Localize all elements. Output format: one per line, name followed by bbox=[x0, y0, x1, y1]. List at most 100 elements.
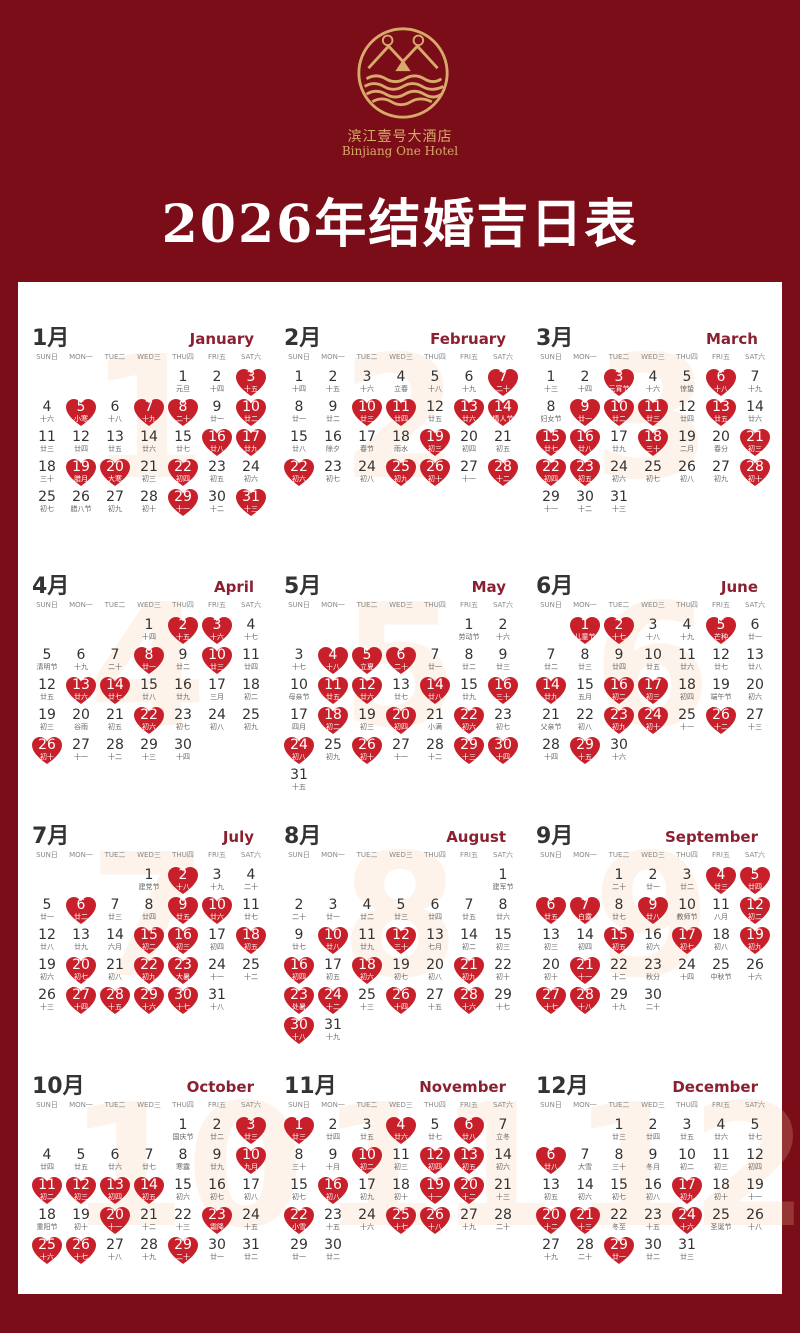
day-cell[interactable]: 1 劳动节 bbox=[452, 616, 486, 646]
lucky-day-cell[interactable]: 15 廿七 bbox=[534, 428, 568, 458]
lucky-day-cell[interactable]: 30 十八 bbox=[282, 1016, 316, 1046]
day-cell[interactable]: 31 十八 bbox=[200, 986, 234, 1016]
lucky-day-cell[interactable]: 28 十二 bbox=[486, 458, 520, 488]
day-cell[interactable]: 2 廿四 bbox=[636, 1116, 670, 1146]
lucky-day-cell[interactable]: 11 廿四 bbox=[384, 398, 418, 428]
day-cell[interactable]: 12 廿八 bbox=[30, 926, 64, 956]
day-cell[interactable]: 2 十四 bbox=[200, 368, 234, 398]
day-cell[interactable]: 30 十二 bbox=[200, 488, 234, 518]
day-cell[interactable]: 17 春节 bbox=[350, 428, 384, 458]
day-cell[interactable]: 26 十三 bbox=[30, 986, 64, 1016]
lucky-day-cell[interactable]: 6 廿五 bbox=[534, 896, 568, 926]
lucky-day-cell[interactable]: 5 立夏 bbox=[350, 646, 384, 676]
day-cell[interactable]: 15 初七 bbox=[282, 1176, 316, 1206]
day-cell[interactable]: 11 廿九 bbox=[350, 926, 384, 956]
day-cell[interactable]: 14 初六 bbox=[486, 1146, 520, 1176]
lucky-day-cell[interactable]: 27 十四 bbox=[64, 986, 98, 1016]
lucky-day-cell[interactable]: 6 廿八 bbox=[534, 1146, 568, 1176]
day-cell[interactable]: 19 初三 bbox=[350, 706, 384, 736]
day-cell[interactable]: 21 十二 bbox=[132, 1206, 166, 1236]
day-cell[interactable]: 27 十五 bbox=[418, 986, 452, 1016]
lucky-day-cell[interactable]: 4 廿六 bbox=[384, 1116, 418, 1146]
day-cell[interactable]: 21 初八 bbox=[98, 956, 132, 986]
lucky-day-cell[interactable]: 29 二十 bbox=[166, 1236, 200, 1266]
lucky-day-cell[interactable]: 12 三十 bbox=[384, 926, 418, 956]
day-cell[interactable]: 27 十一 bbox=[384, 736, 418, 766]
day-cell[interactable]: 27 十一 bbox=[64, 736, 98, 766]
lucky-day-cell[interactable]: 23 大暑 bbox=[166, 956, 200, 986]
lucky-day-cell[interactable]: 9 廿一 bbox=[568, 398, 602, 428]
lucky-day-cell[interactable]: 1 儿童节 bbox=[568, 616, 602, 646]
day-cell[interactable]: 1 国庆节 bbox=[166, 1116, 200, 1146]
day-cell[interactable]: 23 十五 bbox=[636, 1206, 670, 1236]
day-cell[interactable]: 4 二十 bbox=[234, 866, 268, 896]
lucky-day-cell[interactable]: 5 芒种 bbox=[704, 616, 738, 646]
day-cell[interactable]: 8 寒露 bbox=[166, 1146, 200, 1176]
day-cell[interactable]: 21 父亲节 bbox=[534, 706, 568, 736]
day-cell[interactable]: 16 初七 bbox=[200, 1176, 234, 1206]
day-cell[interactable]: 10 教师节 bbox=[670, 896, 704, 926]
lucky-day-cell[interactable]: 20 初七 bbox=[64, 956, 98, 986]
lucky-day-cell[interactable]: 11 初二 bbox=[30, 1176, 64, 1206]
lucky-day-cell[interactable]: 20 十二 bbox=[534, 1206, 568, 1236]
lucky-day-cell[interactable]: 2 十八 bbox=[166, 866, 200, 896]
lucky-day-cell[interactable]: 24 十二 bbox=[316, 986, 350, 1016]
lucky-day-cell[interactable]: 14 廿八 bbox=[418, 676, 452, 706]
lucky-day-cell[interactable]: 26 十二 bbox=[704, 706, 738, 736]
day-cell[interactable]: 3 廿一 bbox=[316, 896, 350, 926]
lucky-day-cell[interactable]: 16 廿八 bbox=[200, 428, 234, 458]
lucky-day-cell[interactable]: 13 廿五 bbox=[704, 398, 738, 428]
day-cell[interactable]: 21 小满 bbox=[418, 706, 452, 736]
day-cell[interactable]: 27 十九 bbox=[534, 1236, 568, 1266]
day-cell[interactable]: 12 廿四 bbox=[670, 398, 704, 428]
lucky-day-cell[interactable]: 25 初九 bbox=[384, 458, 418, 488]
lucky-day-cell[interactable]: 10 廿六 bbox=[200, 896, 234, 926]
day-cell[interactable]: 15 廿八 bbox=[132, 676, 166, 706]
day-cell[interactable]: 24 十四 bbox=[670, 956, 704, 986]
day-cell[interactable]: 20 初十 bbox=[534, 956, 568, 986]
day-cell[interactable]: 14 廿六 bbox=[132, 428, 166, 458]
lucky-day-cell[interactable]: 21 十三 bbox=[568, 1206, 602, 1236]
lucky-day-cell[interactable]: 13 初五 bbox=[452, 1146, 486, 1176]
day-cell[interactable]: 16 廿九 bbox=[166, 676, 200, 706]
day-cell[interactable]: 4 十六 bbox=[30, 398, 64, 428]
day-cell[interactable]: 20 初四 bbox=[452, 428, 486, 458]
lucky-day-cell[interactable]: 22 初四 bbox=[534, 458, 568, 488]
day-cell[interactable]: 17 初八 bbox=[234, 1176, 268, 1206]
day-cell[interactable]: 15 初三 bbox=[486, 926, 520, 956]
day-cell[interactable]: 2 廿一 bbox=[636, 866, 670, 896]
lucky-day-cell[interactable]: 13 廿六 bbox=[64, 676, 98, 706]
day-cell[interactable]: 5 惊蛰 bbox=[670, 368, 704, 398]
lucky-day-cell[interactable]: 22 初四 bbox=[166, 458, 200, 488]
lucky-day-cell[interactable]: 15 初五 bbox=[602, 926, 636, 956]
lucky-day-cell[interactable]: 19 腊月 bbox=[64, 458, 98, 488]
lucky-day-cell[interactable]: 18 初五 bbox=[234, 926, 268, 956]
day-cell[interactable]: 28 二十 bbox=[568, 1236, 602, 1266]
day-cell[interactable]: 26 初八 bbox=[670, 458, 704, 488]
lucky-day-cell[interactable]: 20 初四 bbox=[384, 706, 418, 736]
lucky-day-cell[interactable]: 17 初七 bbox=[670, 926, 704, 956]
day-cell[interactable]: 30 廿一 bbox=[200, 1236, 234, 1266]
day-cell[interactable]: 7 二十 bbox=[98, 646, 132, 676]
lucky-day-cell[interactable]: 6 十八 bbox=[704, 368, 738, 398]
lucky-day-cell[interactable]: 22 初六 bbox=[282, 458, 316, 488]
day-cell[interactable]: 11 廿四 bbox=[234, 646, 268, 676]
day-cell[interactable]: 5 清明节 bbox=[30, 646, 64, 676]
day-cell[interactable]: 3 十六 bbox=[350, 368, 384, 398]
lucky-day-cell[interactable]: 22 初六 bbox=[132, 706, 166, 736]
day-cell[interactable]: 23 初七 bbox=[166, 706, 200, 736]
lucky-day-cell[interactable]: 28 十五 bbox=[98, 986, 132, 1016]
day-cell[interactable]: 24 十六 bbox=[350, 1206, 384, 1236]
lucky-day-cell[interactable]: 28 初十 bbox=[738, 458, 772, 488]
day-cell[interactable]: 5 廿七 bbox=[738, 1116, 772, 1146]
day-cell[interactable]: 2 十四 bbox=[568, 368, 602, 398]
lucky-day-cell[interactable]: 28 十八 bbox=[568, 986, 602, 1016]
day-cell[interactable]: 25 初七 bbox=[636, 458, 670, 488]
day-cell[interactable]: 28 十九 bbox=[132, 1236, 166, 1266]
day-cell[interactable]: 23 初五 bbox=[200, 458, 234, 488]
day-cell[interactable]: 11 初三 bbox=[384, 1146, 418, 1176]
day-cell[interactable]: 19 二月 bbox=[670, 428, 704, 458]
day-cell[interactable]: 22 十二 bbox=[602, 956, 636, 986]
lucky-day-cell[interactable]: 4 十八 bbox=[316, 646, 350, 676]
lucky-day-cell[interactable]: 10 廿八 bbox=[316, 926, 350, 956]
